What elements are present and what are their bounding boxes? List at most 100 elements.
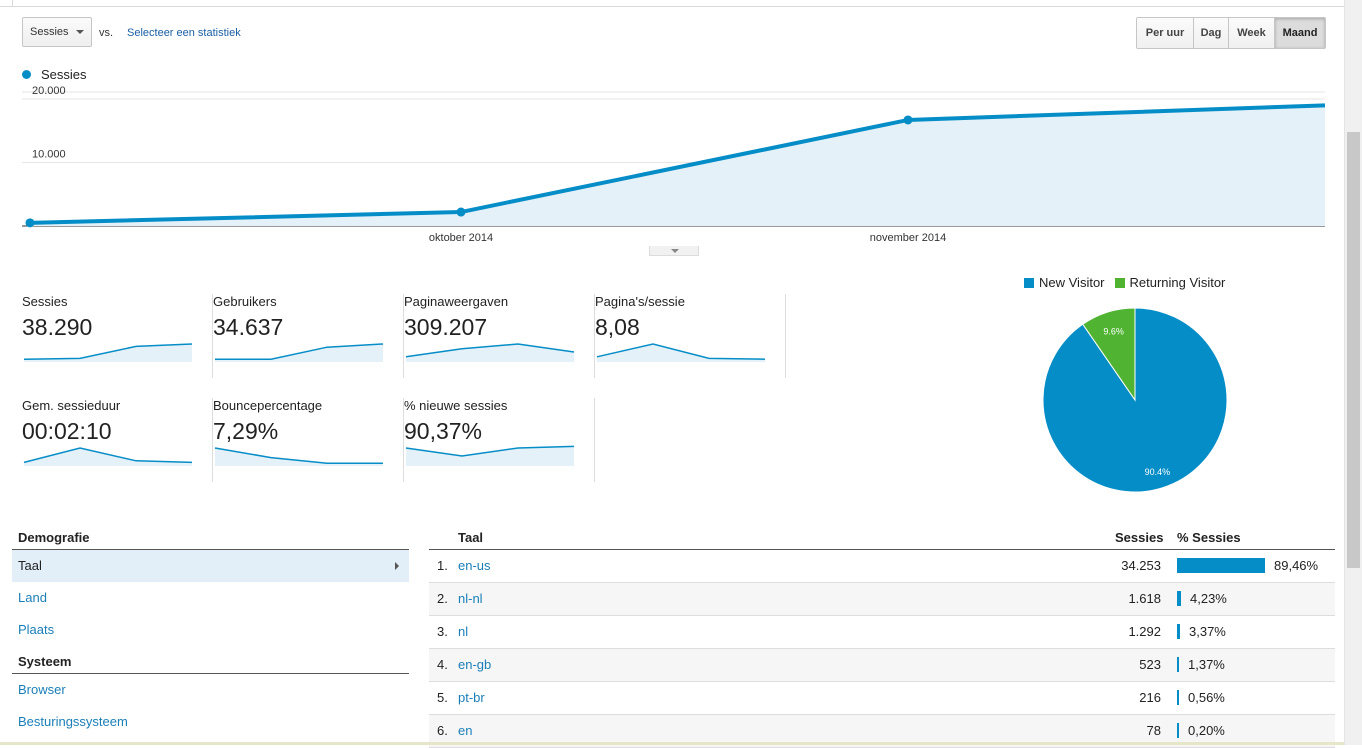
scorecard-label: Pagina's/sessie [595, 294, 685, 309]
share-pct: 0,20% [1188, 723, 1225, 738]
series-dot [22, 70, 31, 79]
metric-select-label: Sessies [30, 26, 69, 38]
chart-legend: Sessies [22, 67, 87, 82]
nav-item-plaats[interactable]: Plaats [18, 622, 55, 637]
share-pct: 89,46% [1274, 558, 1319, 573]
scorecard-label: Bouncepercentage [213, 398, 323, 413]
share-bar [1177, 723, 1179, 738]
legend-label: New Visitor [1039, 275, 1105, 290]
sparkline-area [406, 446, 574, 466]
sessions-value: 523 [1139, 657, 1161, 672]
pie-slice [1082, 307, 1136, 402]
sessions-line-chart: 20.000 10.000 oktober 2014 november 2014 [22, 85, 1325, 244]
scorecard-value: 7,29% [213, 418, 279, 444]
bottom-edge [0, 742, 1344, 745]
y-tick-label: 20.000 [32, 85, 66, 97]
chevron-down-icon [671, 249, 679, 253]
table-row: 4. en-gb 523 1,37% [429, 649, 1335, 682]
sparkline-line [23, 343, 193, 360]
language-link[interactable]: pt-br [458, 690, 485, 705]
scorecard-value: 8,08 [595, 314, 640, 340]
pie-label: 9.6% [1103, 326, 1124, 336]
sessions-value: 34.253 [1121, 558, 1161, 573]
scorecard-bouncepercentage[interactable]: Bouncepercentage 7,29% [213, 398, 404, 482]
chart-collapse-handle[interactable] [649, 246, 699, 256]
legend-swatch [1114, 277, 1125, 288]
language-table: Taal Sessies % Sessies 1. en-us 34.253 8… [429, 526, 1335, 748]
sparkline [405, 445, 575, 466]
sessions-value: 78 [1146, 723, 1161, 738]
sparkline-line [23, 447, 193, 464]
period-week-button[interactable]: Week [1229, 18, 1275, 48]
sparkline-area [597, 344, 765, 362]
sparkline-line [405, 445, 575, 457]
sparkline-line [596, 343, 766, 360]
top-tab-strip [0, 0, 1344, 7]
series-line [29, 103, 1325, 225]
language-link[interactable]: en [458, 723, 473, 738]
pie-slice [1042, 307, 1228, 493]
legend-item-returning-visitor[interactable]: Returning Visitor [1114, 275, 1225, 290]
tab-edge [0, 0, 13, 6]
table-row: 1. en-us 34.253 89,46% [429, 550, 1335, 583]
row-number: 4. [437, 657, 448, 672]
sparkline-area [406, 344, 574, 362]
scorecard-label: Gem. sessieduur [22, 398, 121, 413]
language-link[interactable]: en-gb [458, 657, 492, 672]
scorecard-gebruikers[interactable]: Gebruikers 34.637 [213, 294, 404, 378]
nav-item-besturingssysteem[interactable]: Besturingssysteem [18, 714, 128, 729]
scorecard-sessies[interactable]: Sessies 38.290 [22, 294, 213, 378]
share-bar [1177, 558, 1265, 573]
scrollbar-thumb[interactable] [1347, 132, 1360, 568]
pie-legend: New Visitor Returning Visitor [1024, 275, 1235, 290]
x-tick-label: november 2014 [870, 232, 946, 244]
nav-item-land[interactable]: Land [18, 590, 47, 605]
table-row: 3. nl 1.292 3,37% [429, 616, 1335, 649]
data-point [25, 218, 35, 228]
vs-label: vs. [99, 27, 114, 39]
sparkline-area [215, 448, 383, 466]
share-bar [1177, 591, 1181, 606]
sparkline [596, 343, 766, 362]
scorecard-paginas-per-sessie[interactable]: Pagina's/sessie 8,08 [595, 294, 786, 378]
scorecard-value: 38.290 [22, 314, 93, 340]
sessions-value: 1.618 [1128, 591, 1161, 606]
nav-item-taal[interactable]: Taal [12, 550, 409, 582]
sparkline [215, 343, 384, 362]
nav-item-browser[interactable]: Browser [18, 682, 66, 697]
language-link[interactable]: nl [458, 624, 469, 639]
scorecard-label: Gebruikers [213, 294, 277, 309]
period-hourly-button[interactable]: Per uur [1137, 18, 1194, 48]
sparkline-area [215, 344, 383, 362]
column-header-sessies[interactable]: Sessies [1115, 530, 1164, 545]
scorecard-paginaweergaven[interactable]: Paginaweergaven 309.207 [404, 294, 595, 378]
share-bar [1177, 624, 1180, 639]
period-month-button[interactable]: Maand [1275, 18, 1325, 48]
share-bar [1177, 657, 1179, 672]
language-link[interactable]: nl-nl [458, 591, 483, 606]
share-pct: 1,37% [1188, 657, 1225, 672]
period-day-button[interactable]: Dag [1194, 18, 1229, 48]
scorecard-value: 00:02:10 [22, 418, 112, 444]
chevron-down-icon [76, 30, 84, 34]
scorecard-sessieduur[interactable]: Gem. sessieduur 00:02:10 [22, 398, 213, 482]
select-metric-link[interactable]: Selecteer een statistiek [127, 27, 241, 39]
column-header-taal[interactable]: Taal [458, 530, 484, 545]
visitor-type-pie-chart: 90.4% 9.6% [1042, 307, 1228, 493]
sparkline [23, 447, 193, 466]
scorecard-label: % nieuwe sessies [404, 398, 508, 413]
metric-select[interactable]: Sessies [22, 17, 92, 47]
legend-swatch [1024, 277, 1034, 288]
vertical-scrollbar[interactable] [1344, 0, 1362, 745]
column-header-pct-sessies[interactable]: % Sessies [1177, 530, 1241, 545]
legend-item-new-visitor[interactable]: New Visitor [1024, 275, 1105, 290]
series-area [30, 105, 1325, 226]
legend-series-label: Sessies [41, 67, 87, 82]
language-link[interactable]: en-us [458, 558, 491, 573]
scorecard-nieuwe-sessies[interactable]: % nieuwe sessies 90,37% [404, 398, 595, 482]
nav-heading-systeem: Systeem [12, 650, 409, 674]
data-point [456, 207, 466, 217]
sparkline [405, 343, 575, 362]
scorecard-value: 90,37% [404, 418, 483, 444]
row-number: 3. [437, 624, 448, 639]
